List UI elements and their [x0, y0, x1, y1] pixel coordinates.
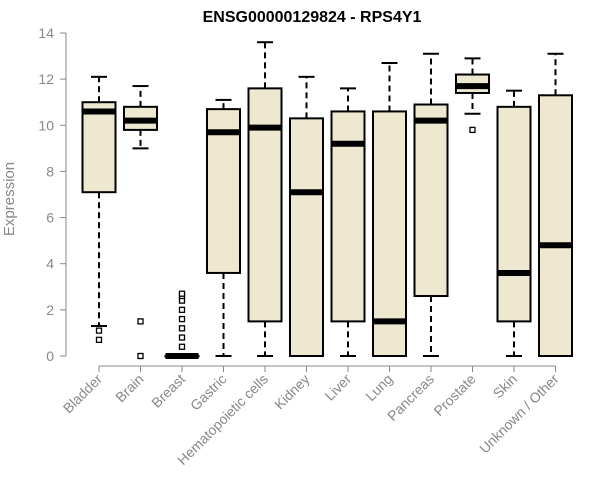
box-iqr — [206, 108, 241, 274]
box-iqr — [413, 103, 449, 298]
box-brain — [123, 85, 158, 360]
x-tick-label: Unknown / Other — [476, 371, 562, 457]
box-bladder — [81, 75, 117, 344]
outlier-point — [178, 306, 186, 314]
y-tick-label: 14 — [38, 25, 54, 41]
x-tick-label: Kidney — [271, 371, 313, 413]
box-liver — [330, 87, 366, 357]
box-pancreas — [413, 52, 449, 357]
box-iqr — [538, 94, 573, 358]
box-unknown-other — [538, 52, 573, 358]
outlier-point — [95, 327, 103, 334]
x-tick-label: Liver — [321, 371, 354, 404]
box-iqr — [496, 105, 532, 323]
y-axis-label: Expression — [1, 162, 18, 236]
box-iqr — [247, 87, 283, 323]
outlier-point — [469, 126, 476, 134]
box-series — [81, 41, 573, 360]
box-hematopoietic-cells — [247, 41, 283, 357]
outlier-point — [178, 343, 186, 350]
x-tick-label: Lung — [362, 371, 395, 404]
chart-title: ENSG00000129824 - RPS4Y1 — [203, 9, 422, 26]
box-iqr — [289, 117, 324, 357]
outlier-point — [137, 352, 144, 360]
outlier-point — [178, 334, 186, 341]
y-tick-label: 10 — [38, 117, 54, 133]
box-skin — [496, 89, 532, 357]
outlier-point — [178, 290, 186, 297]
x-tick-label: Brain — [112, 371, 146, 405]
box-kidney — [289, 75, 324, 357]
outlier-point — [95, 336, 103, 344]
x-tick-label: Skin — [490, 371, 521, 402]
outlier-point — [178, 325, 186, 332]
y-tick-label: 12 — [38, 71, 54, 87]
box-breast — [164, 290, 200, 359]
x-tick-label: Prostate — [430, 371, 478, 419]
box-iqr — [372, 110, 407, 357]
y-tick-label: 6 — [46, 210, 54, 226]
y-tick-label: 2 — [46, 302, 54, 318]
box-prostate — [455, 57, 490, 134]
y-tick-label: 8 — [46, 163, 54, 179]
y-tick-label: 0 — [46, 348, 54, 364]
outlier-point — [137, 318, 144, 325]
box-lung — [372, 61, 407, 357]
y-axis: 0 2 4 6 8 10 12 14 — [38, 25, 67, 364]
y-tick-label: 4 — [46, 256, 54, 272]
box-gastric — [206, 98, 241, 357]
x-tick-label: Bladder — [60, 371, 106, 417]
box-iqr — [81, 101, 117, 194]
x-tick-label: Breast — [148, 371, 188, 411]
outlier-point — [178, 315, 186, 323]
